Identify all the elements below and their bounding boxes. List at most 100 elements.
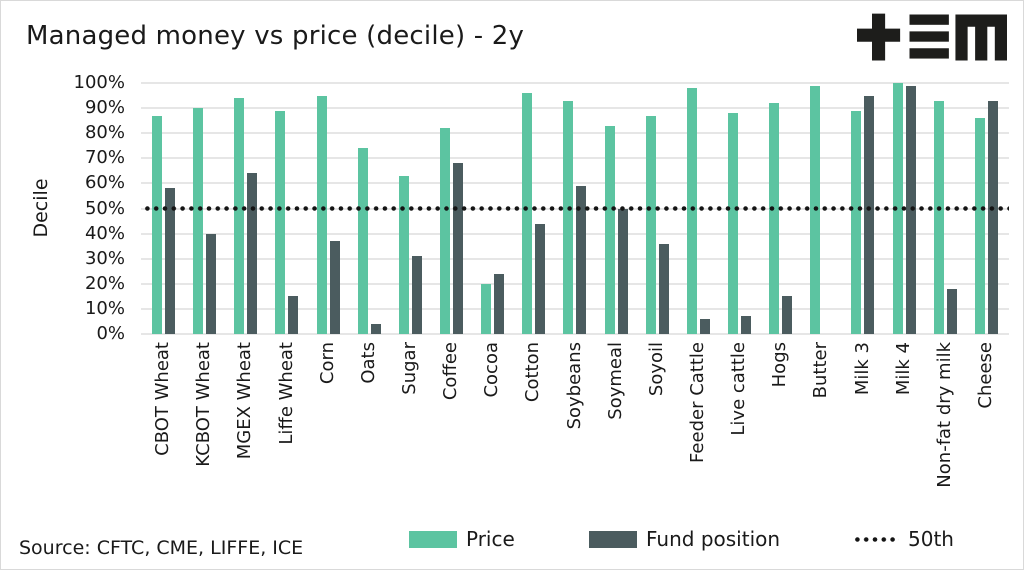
x-axis-label: Cheese [966,342,1007,542]
y-axis-tick: 50% [84,197,125,219]
fund-position-bar [946,288,957,334]
price-bar [152,115,163,334]
x-axis-labels: CBOT Wheat KCBOT Wheat MGEX Wheat Liffe Whe… [141,342,1009,542]
price-bar [933,100,944,334]
y-axis-tick: 100% [73,72,125,93]
x-axis-label: Milk 3 [842,342,883,542]
x-axis-label-text: KCBOT Wheat [193,342,215,467]
price-bar [563,100,574,334]
fund-position-bar [741,316,752,334]
y-axis-tick: 10% [84,297,125,319]
x-axis-label-text: Cotton [522,342,544,403]
x-axis-label-text: Hogs [769,342,791,388]
x-axis-label: Feeder Cattle [678,342,719,542]
bar-group [637,83,678,334]
gridline [141,232,1009,235]
fund-position-bar [329,241,340,334]
x-axis-label: Liffe Wheat [266,342,307,542]
fund-position-bar [494,273,505,334]
price-swatch-icon [409,530,457,548]
legend-item-50th: 50th [853,527,954,551]
y-axis-tick: 60% [84,172,125,194]
x-axis-label-text: Soyoil [645,342,667,397]
y-axis-tick: 90% [84,97,125,119]
legend-price-label: Price [466,527,515,551]
gridline [141,333,1009,335]
bar-group [554,83,595,334]
fund-position-bar [864,95,875,334]
x-axis-label: Milk 4 [884,342,925,542]
bar-group [390,83,431,334]
fund-position-bar [288,296,299,334]
legend-50th-label: 50th [908,527,954,551]
legend-fund-position-label: Fund position [646,527,781,551]
bar-group [925,83,966,334]
bar-group [184,83,225,334]
x-axis-label-text: MGEX Wheat [234,342,256,460]
gridline [141,132,1009,135]
reference-line-50th [141,206,1009,211]
x-axis-label-text: Coffee [440,342,462,401]
gridline [141,307,1009,310]
gridline [141,157,1009,160]
fund-position-bar [165,188,176,334]
gridline [141,282,1009,285]
bar-group [513,83,554,334]
dotted-line-icon [853,536,899,542]
y-axis-title: Decile [30,178,52,238]
x-axis-label: Soyoil [637,342,678,542]
x-axis-label: Non-fat dry milk [925,342,966,542]
bar-group [842,83,883,334]
x-axis-label-text: Liffe Wheat [275,342,297,445]
gridline [141,257,1009,260]
bar-group [431,83,472,334]
x-axis-label-text: CBOT Wheat [152,342,174,456]
bar-group [266,83,307,334]
price-bar [769,103,780,334]
logo-bars-icon [909,14,949,59]
x-axis-label-text: Sugar [398,342,420,395]
x-axis-label-text: Cocoa [481,342,503,398]
fund-position-bar [576,185,587,334]
bar-group [966,83,1007,334]
x-axis-label: Corn [308,342,349,542]
x-axis-label-text: Butter [810,342,832,399]
price-bar [604,125,615,334]
fund-position-bar [206,233,217,334]
bar-group [719,83,760,334]
bar-group [472,83,513,334]
x-axis-label: MGEX Wheat [225,342,266,542]
price-bar [645,115,656,334]
x-axis-label: Soybeans [554,342,595,542]
x-axis-label: CBOT Wheat [143,342,184,542]
chart-title: Managed money vs price (decile) - 2y [26,21,525,51]
x-axis-label: Cocoa [472,342,513,542]
y-axis-tick: 30% [84,247,125,269]
bar-group [596,83,637,334]
y-axis-tick: 40% [84,222,125,244]
price-bar [974,118,985,334]
fund-position-bar [411,256,422,334]
gridline [141,82,1009,84]
bar-group [678,83,719,334]
x-axis-label-text: Non-fat dry milk [933,342,955,488]
y-axis-tick: 70% [84,147,125,169]
x-axis-label: Soymeal [596,342,637,542]
x-axis-label-text: Cheese [974,342,996,409]
x-axis-label-text: Live cattle [728,342,750,436]
fund-position-bar [782,296,793,334]
y-axis-tick: 20% [84,272,125,294]
x-axis-label-text: Soybeans [563,342,585,430]
fund-position-bar [658,243,669,334]
x-axis-label-text: Soymeal [604,342,626,420]
price-bar [522,93,533,334]
x-axis-label: Butter [801,342,842,542]
x-axis-label-text: Feeder Cattle [686,342,708,463]
price-bar [686,88,697,334]
x-axis-label: Sugar [390,342,431,542]
y-axis-tick: 0% [96,323,125,344]
price-bar [728,113,739,334]
price-bar [234,98,245,334]
x-axis-label-text: Oats [357,342,379,384]
bar-group [143,83,184,334]
